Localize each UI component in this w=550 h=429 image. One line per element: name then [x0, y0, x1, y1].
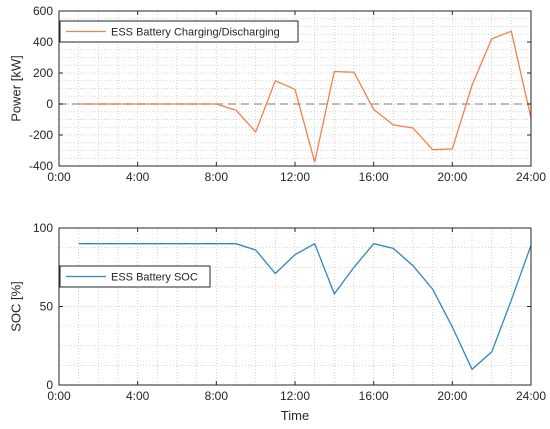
power-x-tick-labels: 0:00 4:00 8:00 12:00 16:00 20:00 24:00: [47, 170, 546, 184]
soc-y-tick-labels: 0 50 100: [33, 221, 53, 392]
power-x-tick-label: 8:00: [205, 170, 229, 184]
power-y-tick-label: 600: [33, 4, 53, 18]
soc-plot: 0:00 4:00 8:00 12:00 16:00 20:00 24:00 050100 …: [8, 221, 546, 423]
soc-x-tick-label: 20:00: [437, 389, 467, 403]
power-x-tick-label: 4:00: [126, 170, 150, 184]
power-x-tick-label: 24:00: [516, 170, 546, 184]
soc-series: [78, 242, 532, 371]
power-plot: 0:00 4:00 8:00 12:00 16:00 20:00 24:00 -400 -20…: [8, 4, 546, 184]
power-series: [78, 30, 532, 163]
power-y-tick-label: 200: [33, 66, 53, 80]
power-series-line: [78, 30, 532, 163]
power-legend[interactable]: ESS Battery Charging/Discharging: [59, 20, 299, 43]
power-y-tick-label: -400: [29, 159, 53, 173]
soc-x-tick-label: 16:00: [359, 389, 389, 403]
soc-y-tick-label: 0: [46, 378, 53, 392]
soc-series-line: [78, 242, 532, 371]
power-legend-label: ESS Battery Charging/Discharging: [111, 27, 280, 39]
soc-x-tick-label: 24:00: [516, 389, 546, 403]
power-legend-box: [59, 20, 299, 43]
power-y-tick-labels: -400 -200 0 200 400 600: [29, 4, 53, 173]
soc-x-axis-label: Time: [281, 408, 309, 423]
power-ticks: [58, 10, 532, 167]
power-y-tick-label: -200: [29, 128, 53, 142]
power-y-axis-label: Power [kW]: [8, 55, 23, 121]
power-y-tick-label: 0: [46, 97, 53, 111]
power-x-tick-label: 16:00: [359, 170, 389, 184]
soc-x-tick-labels: 0:00 4:00 8:00 12:00 16:00 20:00 24:00: [47, 389, 546, 403]
soc-x-tick-label: 4:00: [126, 389, 150, 403]
soc-legend-label: ESS Battery SOC: [111, 272, 198, 284]
power-x-tick-label: 12:00: [280, 170, 310, 184]
soc-legend-box: [59, 265, 211, 288]
soc-x-tick-label: 0:00: [47, 389, 71, 403]
soc-x-tick-label: 12:00: [280, 389, 310, 403]
soc-y-axis-label: SOC [%]: [8, 281, 23, 332]
soc-y-tick-label: 50: [40, 300, 54, 314]
soc-ticks: [58, 227, 532, 386]
soc-x-tick-label: 8:00: [205, 389, 229, 403]
soc-y-tick-label: 100: [33, 221, 53, 235]
power-y-tick-label: 400: [33, 35, 53, 49]
power-x-tick-label: 0:00: [47, 170, 71, 184]
power-x-tick-label: 20:00: [437, 170, 467, 184]
soc-legend[interactable]: ESS Battery SOC: [59, 265, 211, 288]
